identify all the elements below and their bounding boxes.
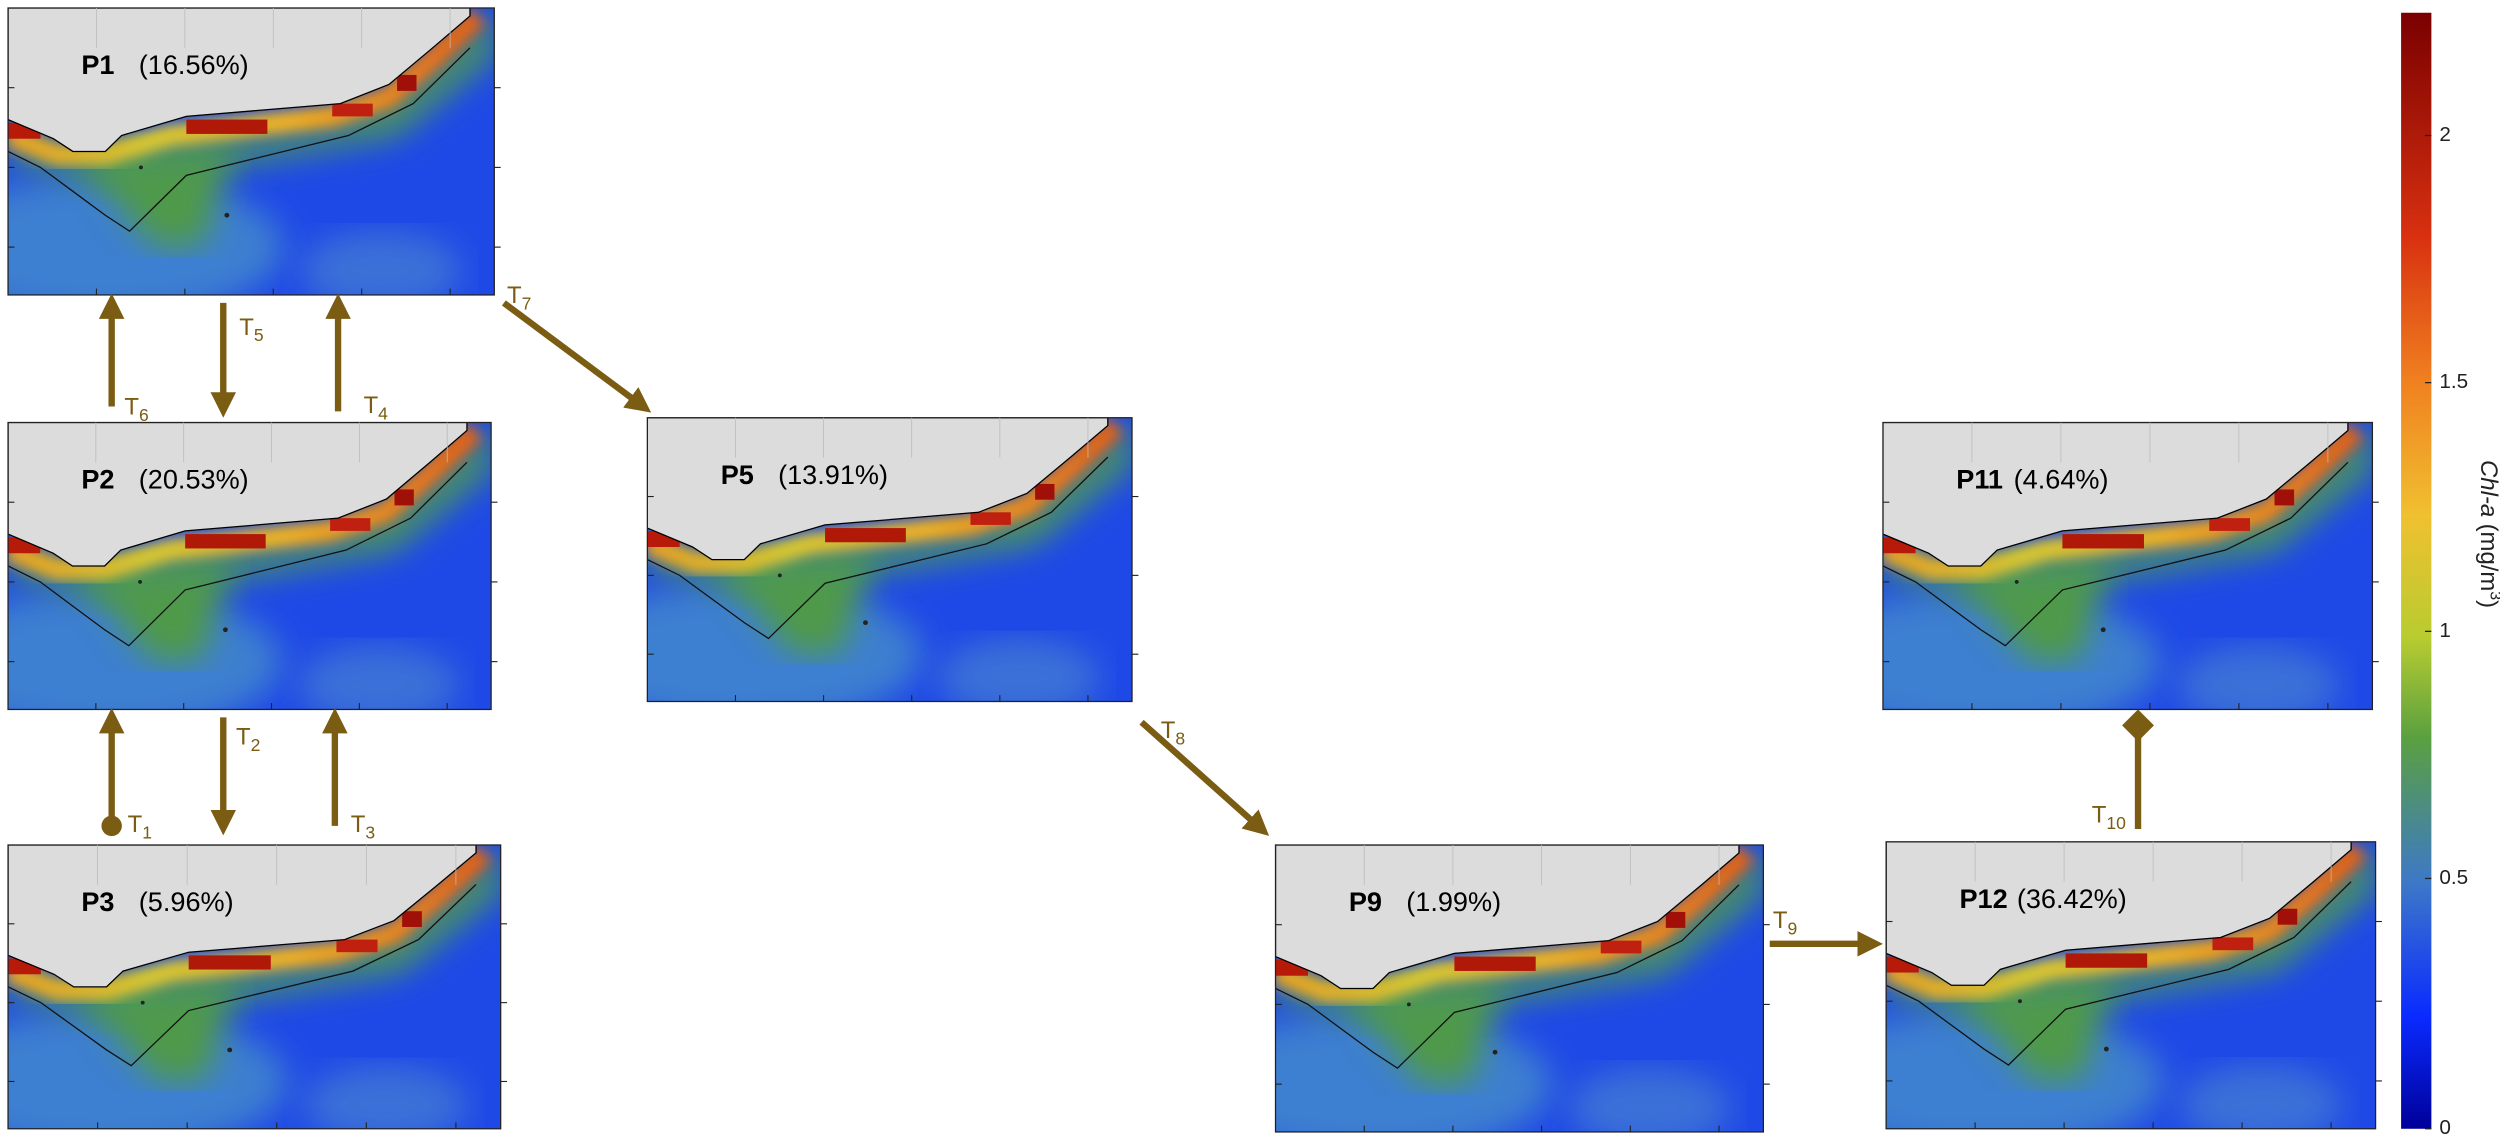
panel-share: (4.64%) bbox=[2014, 464, 2109, 495]
transition: T3 bbox=[322, 707, 375, 843]
panel-share: (5.96%) bbox=[139, 886, 234, 917]
transition-label: T5 bbox=[239, 314, 263, 345]
map-panel: P2 (20.53%) bbox=[7, 421, 498, 711]
transition-name: T bbox=[239, 314, 254, 341]
colorbar-tick-label: 1.5 bbox=[2439, 370, 2468, 393]
transition-label: T7 bbox=[507, 282, 531, 313]
transition-index: 5 bbox=[254, 325, 264, 345]
panel-label: P9 bbox=[1349, 886, 1382, 917]
colorbar-tick-label: 2 bbox=[2439, 123, 2451, 146]
transition: T1 bbox=[98, 707, 152, 843]
map-panel: P11 (4.64%) bbox=[1882, 421, 2379, 711]
panel-label: P11 bbox=[1956, 464, 2003, 495]
transition-label: T1 bbox=[128, 811, 152, 842]
transition-index: 9 bbox=[1788, 918, 1798, 938]
transition-name: T bbox=[1773, 907, 1788, 934]
transition: T10 bbox=[2092, 709, 2154, 833]
map-frame bbox=[7, 421, 492, 711]
panel-label: P2 bbox=[81, 464, 114, 495]
map-panel: P5 (13.91%) bbox=[646, 417, 1139, 703]
transition-arrow bbox=[1139, 719, 1270, 836]
map-panel: P12 (36.42%) bbox=[1885, 841, 2382, 1130]
map-image bbox=[0, 845, 501, 1142]
transition-index: 3 bbox=[365, 823, 375, 843]
colorbar-unit-end: ) bbox=[2475, 600, 2500, 608]
transition-name: T bbox=[507, 282, 522, 309]
transition-index: 7 bbox=[522, 293, 532, 313]
panel-label: P1 bbox=[81, 49, 114, 80]
colorbar-gradient bbox=[2401, 12, 2432, 1129]
transition-name: T bbox=[364, 392, 379, 419]
transition-label: T10 bbox=[2092, 802, 2126, 833]
map-panel: P9 (1.99%) bbox=[1274, 844, 1770, 1133]
transition: T4 bbox=[325, 293, 389, 423]
colorbar-tick-label: 1 bbox=[2439, 619, 2451, 642]
transition-label: T2 bbox=[236, 724, 260, 755]
transition-index: 6 bbox=[139, 405, 149, 425]
panel-share: (13.91%) bbox=[778, 459, 888, 490]
panels: P1 (16.56%)P2 (20.53%)P3 (5.96%)P5 (13.91%)P… bbox=[0, 7, 2382, 1142]
transition: T2 bbox=[210, 717, 260, 836]
panel-share: (1.99%) bbox=[1406, 886, 1501, 917]
transition-index: 10 bbox=[2106, 813, 2126, 833]
panel-label: P3 bbox=[81, 886, 114, 917]
colorbar-variable: Chl-a bbox=[2475, 460, 2500, 517]
transition-label: T8 bbox=[1161, 717, 1185, 748]
panel-share: (36.42%) bbox=[2017, 883, 2127, 914]
transition-label: T9 bbox=[1773, 907, 1797, 938]
map-panel: P1 (16.56%) bbox=[7, 7, 501, 296]
colorbar-tick-label: 0.5 bbox=[2439, 866, 2468, 889]
transition-index: 8 bbox=[1175, 729, 1185, 749]
colorbar-tick-label: 0 bbox=[2439, 1116, 2451, 1139]
transition-arrow bbox=[501, 300, 652, 413]
transition-index: 2 bbox=[251, 735, 261, 755]
panel-share: (16.56%) bbox=[139, 49, 249, 80]
map-frame bbox=[1274, 844, 1765, 1133]
colorbar-unit: (mg/m bbox=[2475, 524, 2500, 592]
colorbar-unit-sup: 3 bbox=[2486, 591, 2500, 600]
transition-name: T bbox=[128, 811, 143, 838]
transition-name: T bbox=[124, 394, 139, 421]
transition-label: T4 bbox=[364, 392, 389, 423]
transition-index: 4 bbox=[378, 403, 388, 423]
transition: T9 bbox=[1769, 907, 1883, 957]
map-panel: P3 (5.96%) bbox=[0, 844, 508, 1142]
panel-label: P5 bbox=[721, 459, 754, 490]
transition-name: T bbox=[236, 724, 251, 751]
map-frame bbox=[1885, 841, 2377, 1130]
transition-name: T bbox=[351, 811, 366, 838]
colorbar-title: Chl-a (mg/m3) bbox=[2475, 460, 2500, 608]
transition-name: T bbox=[1161, 717, 1176, 744]
transition-name: T bbox=[2092, 802, 2107, 829]
transition: T5 bbox=[210, 302, 264, 418]
transition-label: T6 bbox=[124, 394, 148, 425]
map-frame bbox=[646, 417, 1133, 703]
panel-share: (20.53%) bbox=[139, 464, 249, 495]
colorbar: Chl-a (mg/m3) 0 0.5 1 1.5 2 bbox=[2401, 12, 2500, 1139]
transition-label: T3 bbox=[351, 811, 375, 842]
transition: T8 bbox=[1139, 717, 1270, 836]
transition-index: 1 bbox=[142, 823, 152, 843]
map-frame bbox=[7, 844, 502, 1130]
map-frame bbox=[7, 7, 495, 296]
transition: T7 bbox=[501, 282, 652, 413]
panel-label: P12 bbox=[1959, 883, 2007, 914]
transition: T6 bbox=[98, 293, 149, 425]
